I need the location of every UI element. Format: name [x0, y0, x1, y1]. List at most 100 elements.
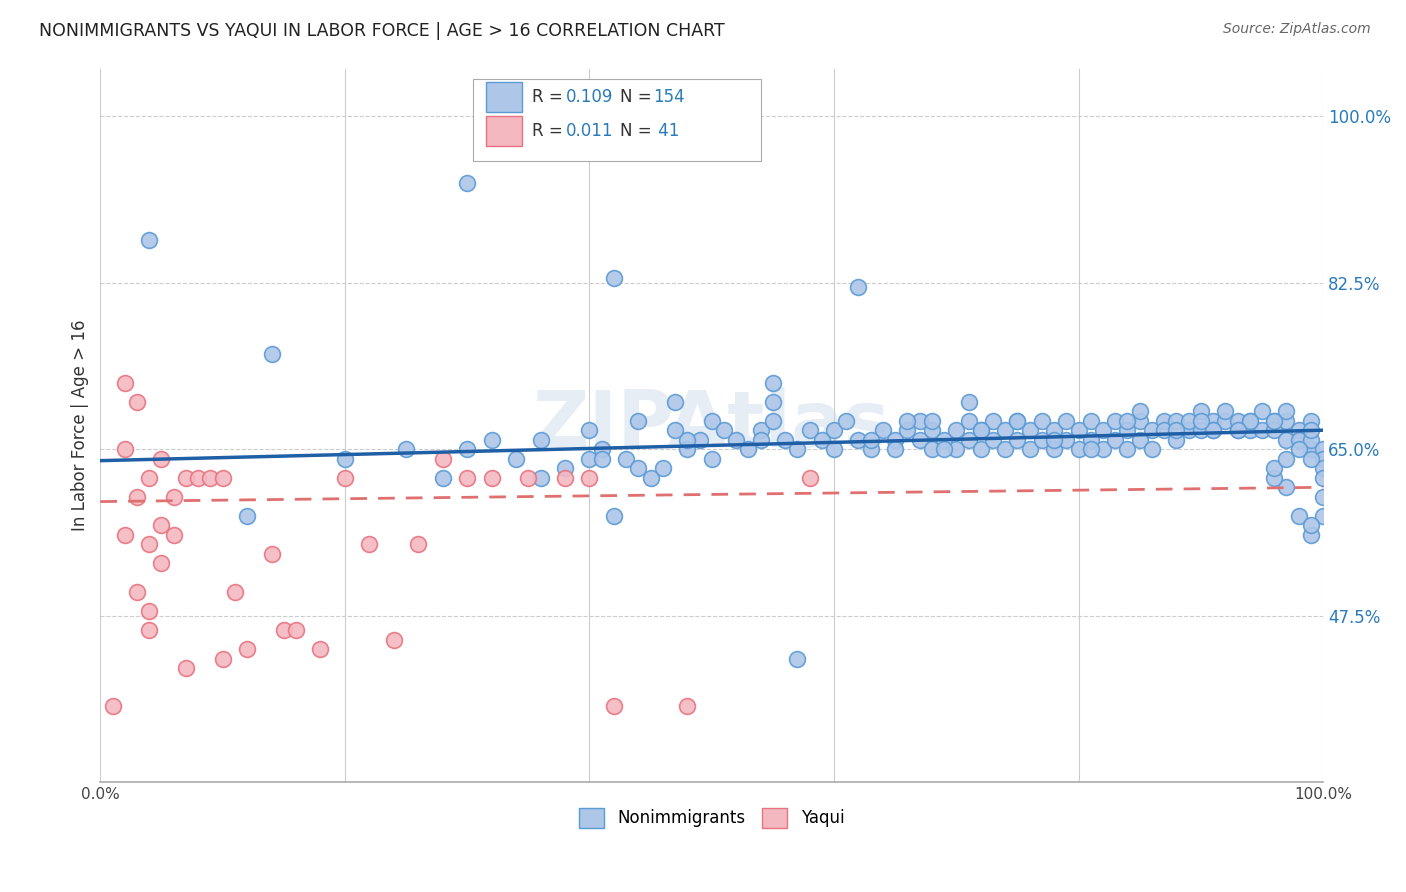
Point — [260, 347, 283, 361]
Point — [762, 394, 785, 409]
Point — [603, 508, 626, 523]
Point — [1312, 471, 1334, 485]
Point — [799, 423, 821, 437]
Point — [1312, 442, 1334, 457]
Point — [1018, 423, 1040, 437]
Point — [174, 661, 197, 675]
Point — [859, 442, 882, 457]
Point — [676, 433, 699, 447]
Point — [1263, 461, 1285, 475]
Point — [884, 442, 907, 457]
Point — [224, 585, 246, 599]
Point — [163, 528, 186, 542]
Point — [970, 423, 993, 437]
Point — [713, 423, 735, 437]
Point — [848, 433, 870, 447]
Point — [1153, 423, 1175, 437]
Point — [603, 699, 626, 714]
Point — [211, 471, 233, 485]
Point — [799, 471, 821, 485]
Point — [578, 423, 600, 437]
Point — [138, 471, 160, 485]
Point — [1263, 471, 1285, 485]
Point — [994, 442, 1017, 457]
Point — [432, 451, 454, 466]
Point — [382, 632, 405, 647]
Point — [1092, 423, 1115, 437]
Point — [1080, 433, 1102, 447]
Point — [1166, 423, 1188, 437]
Point — [236, 642, 259, 657]
Point — [591, 451, 613, 466]
Point — [945, 442, 967, 457]
Point — [1275, 404, 1298, 418]
Point — [994, 423, 1017, 437]
Point — [125, 490, 148, 504]
Point — [835, 414, 858, 428]
Point — [1226, 414, 1249, 428]
Point — [456, 471, 478, 485]
Point — [138, 537, 160, 551]
Point — [1129, 414, 1152, 428]
Point — [125, 585, 148, 599]
Point — [762, 376, 785, 390]
Point — [200, 471, 222, 485]
Point — [187, 471, 209, 485]
Point — [1189, 404, 1212, 418]
Point — [236, 508, 259, 523]
Point — [211, 651, 233, 665]
Legend: Nonimmigrants, Yaqui: Nonimmigrants, Yaqui — [572, 801, 851, 835]
Point — [689, 433, 711, 447]
Point — [554, 471, 576, 485]
Point — [1251, 423, 1274, 437]
Point — [150, 451, 173, 466]
Point — [1239, 414, 1261, 428]
Point — [970, 423, 993, 437]
Point — [664, 423, 686, 437]
Point — [627, 461, 650, 475]
Point — [603, 271, 626, 285]
Point — [395, 442, 418, 457]
Point — [1054, 414, 1077, 428]
Point — [848, 280, 870, 294]
Point — [1153, 414, 1175, 428]
Point — [737, 442, 759, 457]
Point — [1239, 423, 1261, 437]
Point — [640, 471, 662, 485]
Point — [676, 699, 699, 714]
Point — [456, 176, 478, 190]
Point — [1116, 414, 1139, 428]
Point — [1092, 442, 1115, 457]
Point — [481, 471, 503, 485]
Point — [981, 414, 1004, 428]
Point — [260, 547, 283, 561]
Point — [1213, 414, 1236, 428]
Point — [529, 471, 551, 485]
Point — [1080, 414, 1102, 428]
Point — [921, 423, 943, 437]
Text: 41: 41 — [652, 121, 679, 140]
Point — [1043, 433, 1066, 447]
Point — [1189, 423, 1212, 437]
Point — [884, 433, 907, 447]
Point — [1140, 442, 1163, 457]
Point — [529, 433, 551, 447]
Point — [1312, 461, 1334, 475]
Point — [1177, 423, 1199, 437]
Point — [1043, 423, 1066, 437]
Point — [150, 518, 173, 533]
Point — [1202, 423, 1225, 437]
Point — [1166, 433, 1188, 447]
Point — [505, 451, 527, 466]
Text: 0.011: 0.011 — [567, 121, 614, 140]
Point — [138, 233, 160, 247]
Point — [1054, 433, 1077, 447]
Text: NONIMMIGRANTS VS YAQUI IN LABOR FORCE | AGE > 16 CORRELATION CHART: NONIMMIGRANTS VS YAQUI IN LABOR FORCE | … — [39, 22, 725, 40]
Point — [786, 651, 808, 665]
Point — [1299, 423, 1322, 437]
Point — [700, 451, 723, 466]
Point — [1177, 414, 1199, 428]
Point — [957, 414, 980, 428]
Point — [1251, 404, 1274, 418]
Point — [578, 451, 600, 466]
